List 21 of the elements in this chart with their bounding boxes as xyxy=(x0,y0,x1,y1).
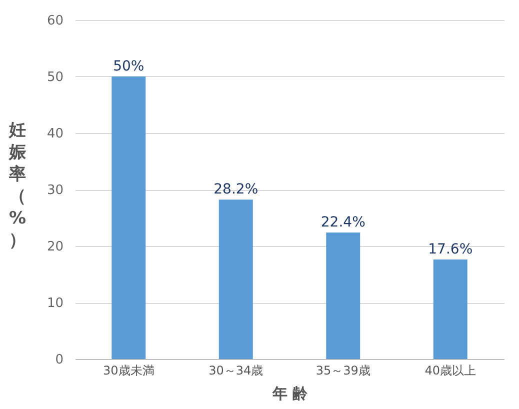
bar xyxy=(218,200,253,359)
y-tick-label: 10 xyxy=(46,296,64,311)
x-tick-label: 35～39歳 xyxy=(316,364,370,378)
x-tick-label: 30～34歳 xyxy=(208,364,264,378)
y-tick-label: 40 xyxy=(46,126,64,142)
y-tick-label: 0 xyxy=(55,352,64,368)
x-axis-title: 年 齢 xyxy=(271,384,309,402)
y-tick-label: 30 xyxy=(46,183,64,198)
bar xyxy=(112,76,146,359)
data-label: 17.6% xyxy=(428,242,473,258)
bar xyxy=(326,232,360,359)
data-label: 28.2% xyxy=(214,182,258,198)
y-tick-label: 50 xyxy=(46,70,64,85)
bar xyxy=(433,260,468,359)
x-tick-label: 30歳未満 xyxy=(102,364,154,378)
y-tick-label: 60 xyxy=(46,14,64,28)
data-label: 22.4% xyxy=(320,214,366,230)
y-tick-label: 20 xyxy=(46,240,64,254)
y-axis-title: 妊娠率（%） xyxy=(8,120,27,250)
x-tick-label: 40歳以上 xyxy=(424,364,476,378)
data-label: 50% xyxy=(113,58,144,74)
